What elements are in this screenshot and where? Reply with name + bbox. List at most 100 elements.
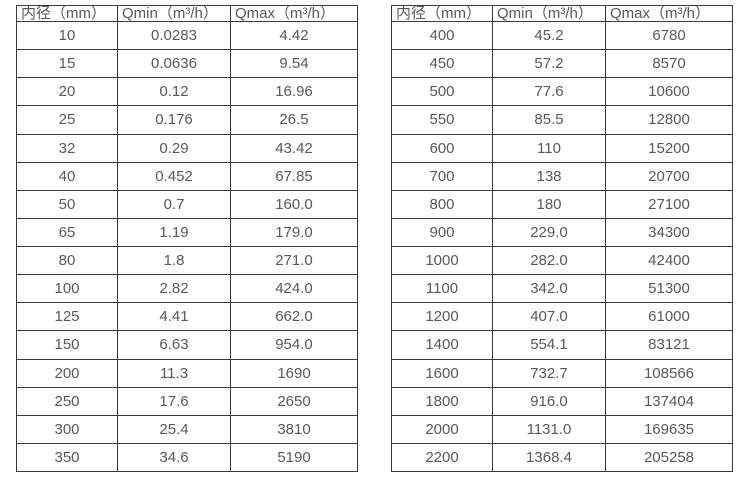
table-cell: 282.0 xyxy=(492,245,606,276)
table-cell: 100 xyxy=(16,274,118,304)
table-cell: 200 xyxy=(16,358,118,388)
table-row: 400 45.2 6780 xyxy=(391,20,733,51)
table-cell: 1368.4 xyxy=(492,442,606,473)
table-cell: 2650 xyxy=(230,386,358,416)
table-row: 50 0.7 160.0 xyxy=(16,189,358,219)
table-cell: 83121 xyxy=(605,330,733,360)
table-cell: 424.0 xyxy=(230,274,358,304)
table-row: 20 0.12 16.96 xyxy=(16,77,358,107)
column-header: Qmax（m³/h） xyxy=(230,5,358,22)
table-cell: 2200 xyxy=(391,442,493,473)
table-cell: 67.85 xyxy=(230,161,358,191)
column-header: 内径（mm） xyxy=(391,5,493,22)
flow-spec-table-left: 内径（mm） Qmin（m³/h） Qmax（m³/h） 10 0.0283 4.42 1… xyxy=(16,5,358,473)
table-row: 25 0.176 26.5 xyxy=(16,105,358,135)
table-cell: 0.176 xyxy=(117,105,231,135)
table-cell: 85.5 xyxy=(492,105,606,135)
table-cell: 160.0 xyxy=(230,189,358,219)
table-row: 125 4.41 662.0 xyxy=(16,302,358,332)
table-cell: 138 xyxy=(492,161,606,191)
table-row: 200 11.3 1690 xyxy=(16,358,358,388)
table-cell: 61000 xyxy=(605,302,733,332)
table-row: 15 0.0636 9.54 xyxy=(16,49,358,79)
table-cell: 900 xyxy=(391,217,493,248)
table-cell: 169635 xyxy=(605,414,733,444)
table-cell: 1400 xyxy=(391,330,493,360)
table-cell: 229.0 xyxy=(492,217,606,248)
table-row: 250 17.6 2650 xyxy=(16,386,358,416)
table-cell: 1690 xyxy=(230,358,358,388)
table-cell: 1131.0 xyxy=(492,414,606,444)
table-row: 100 2.82 424.0 xyxy=(16,274,358,304)
table-cell: 4.42 xyxy=(230,20,358,51)
table-cell: 1.8 xyxy=(117,245,231,276)
table-cell: 12800 xyxy=(605,105,733,135)
table-cell: 0.0636 xyxy=(117,49,231,79)
flow-spec-table-right: 内径（mm） Qmin（m³/h） Qmax（m³/h） 400 45.2 6780 45… xyxy=(391,5,733,473)
table-cell: 20 xyxy=(16,77,118,107)
table-cell: 300 xyxy=(16,414,118,444)
table-cell: 0.0283 xyxy=(117,20,231,51)
table-cell: 600 xyxy=(391,133,493,163)
flow-spec-table-left-container: 内径（mm） Qmin（m³/h） Qmax（m³/h） 10 0.0283 4.42 1… xyxy=(16,5,358,473)
table-row: 32 0.29 43.42 xyxy=(16,133,358,163)
table-row: 2200 1368.4 205258 xyxy=(391,442,733,473)
table-cell: 32 xyxy=(16,133,118,163)
table-cell: 271.0 xyxy=(230,245,358,276)
header-row: 内径（mm） Qmin（m³/h） Qmax（m³/h） xyxy=(391,5,733,22)
table-cell: 2.82 xyxy=(117,274,231,304)
table-cell: 0.29 xyxy=(117,133,231,163)
table-cell: 450 xyxy=(391,49,493,79)
table-cell: 15 xyxy=(16,49,118,79)
table-cell: 800 xyxy=(391,189,493,219)
table-row: 65 1.19 179.0 xyxy=(16,217,358,248)
table-cell: 205258 xyxy=(605,442,733,473)
table-cell: 179.0 xyxy=(230,217,358,248)
table-row: 450 57.2 8570 xyxy=(391,49,733,79)
table-cell: 916.0 xyxy=(492,386,606,416)
table-cell: 51300 xyxy=(605,274,733,304)
table-cell: 5190 xyxy=(230,442,358,473)
table-row: 600 110 15200 xyxy=(391,133,733,163)
table-cell: 15200 xyxy=(605,133,733,163)
table-cell: 50 xyxy=(16,189,118,219)
table-cell: 700 xyxy=(391,161,493,191)
table-cell: 407.0 xyxy=(492,302,606,332)
column-header: Qmin（m³/h） xyxy=(117,5,231,22)
table-row: 1800 916.0 137404 xyxy=(391,386,733,416)
table-cell: 0.12 xyxy=(117,77,231,107)
table-cell: 9.54 xyxy=(230,49,358,79)
header-row: 内径（mm） Qmin（m³/h） Qmax（m³/h） xyxy=(16,5,358,22)
table-row: 350 34.6 5190 xyxy=(16,442,358,473)
table-cell: 45.2 xyxy=(492,20,606,51)
table-row: 1400 554.1 83121 xyxy=(391,330,733,360)
table-cell: 110 xyxy=(492,133,606,163)
table-row: 150 6.63 954.0 xyxy=(16,330,358,360)
flow-spec-table-right-container: 内径（mm） Qmin（m³/h） Qmax（m³/h） 400 45.2 6780 45… xyxy=(391,5,733,473)
table-cell: 1800 xyxy=(391,386,493,416)
table-row: 500 77.6 10600 xyxy=(391,77,733,107)
table-cell: 732.7 xyxy=(492,358,606,388)
table-cell: 1100 xyxy=(391,274,493,304)
table-cell: 8570 xyxy=(605,49,733,79)
table-cell: 27100 xyxy=(605,189,733,219)
table-row: 1600 732.7 108566 xyxy=(391,358,733,388)
table-cell: 20700 xyxy=(605,161,733,191)
table-cell: 10600 xyxy=(605,77,733,107)
table-cell: 65 xyxy=(16,217,118,248)
table-cell: 42400 xyxy=(605,245,733,276)
table-cell: 6.63 xyxy=(117,330,231,360)
table-cell: 1.19 xyxy=(117,217,231,248)
table-cell: 350 xyxy=(16,442,118,473)
table-cell: 0.452 xyxy=(117,161,231,191)
table-row: 700 138 20700 xyxy=(391,161,733,191)
table-cell: 17.6 xyxy=(117,386,231,416)
table-cell: 400 xyxy=(391,20,493,51)
table-cell: 80 xyxy=(16,245,118,276)
table-cell: 0.7 xyxy=(117,189,231,219)
column-header: 内径（mm） xyxy=(16,5,118,22)
table-cell: 4.41 xyxy=(117,302,231,332)
table-row: 550 85.5 12800 xyxy=(391,105,733,135)
table-row: 1200 407.0 61000 xyxy=(391,302,733,332)
